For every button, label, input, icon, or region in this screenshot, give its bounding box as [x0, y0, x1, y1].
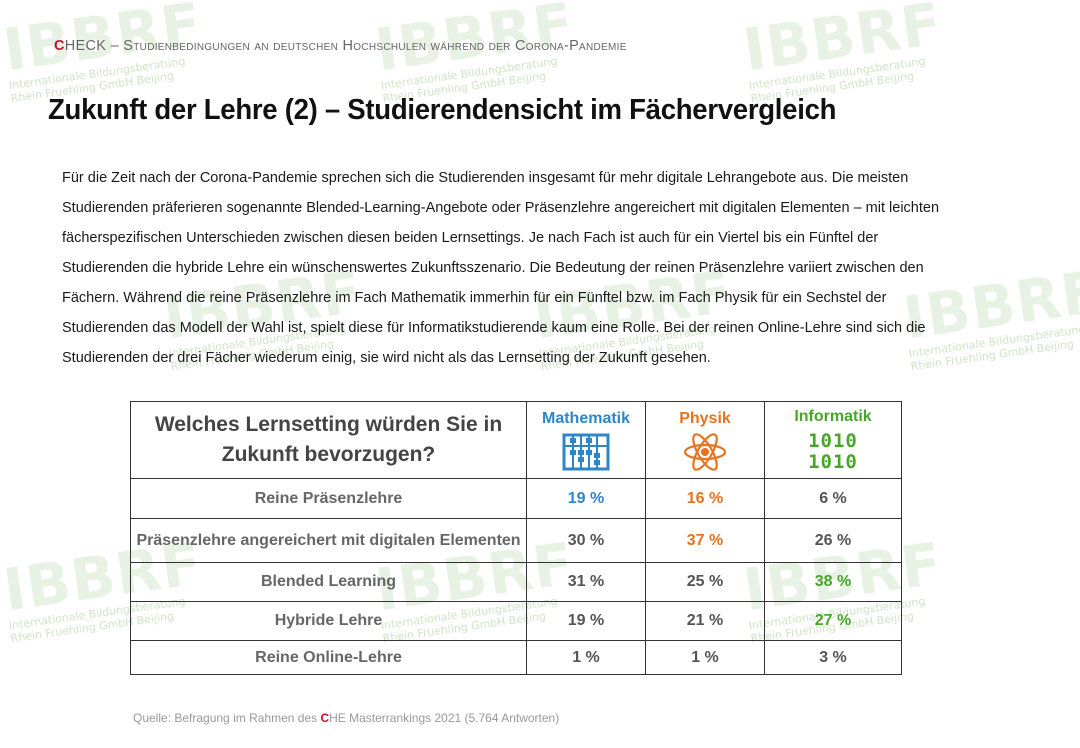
body-paragraph: Für die Zeit nach der Corona-Pandemie sp…: [62, 163, 1037, 373]
watermark-line1: Internationale Bildungsberatung: [380, 54, 559, 93]
page-title: Zukunft der Lehre (2) – Studierendensich…: [48, 94, 837, 126]
watermark: IBBRF Internationale Bildungsberatung Rh…: [739, 0, 949, 105]
body-line: Studierenden der drei Fächer wiederum ei…: [62, 350, 711, 366]
value-mathematik: 19 %: [526, 478, 646, 519]
subject-header-informatik: Informatik 1010 1010: [764, 401, 902, 479]
table-row: Reine Präsenzlehre 19 % 16 % 6 %: [130, 478, 902, 519]
row-label: Reine Präsenzlehre: [130, 478, 527, 519]
question-line: Welches Lernsetting würden Sie in: [154, 413, 503, 436]
header-subtitle: – Studienbedingungen an deutschen Hochsc…: [106, 38, 627, 54]
value-informatik: 27 %: [764, 601, 902, 641]
body-line: Studierenden die hybride Lehre ein wünsc…: [62, 260, 924, 276]
binary-line: 1010: [808, 430, 858, 452]
value-informatik: 6 %: [764, 478, 902, 519]
watermark-line1: Internationale Bildungsberatung: [8, 54, 187, 93]
value-physik: 1 %: [645, 640, 765, 675]
subject-header-physik: Physik: [645, 401, 765, 479]
row-label: Hybride Lehre: [130, 601, 527, 641]
subject-header-mathematik: Mathematik: [526, 401, 646, 479]
table-row: Blended Learning 31 % 25 % 38 %: [130, 562, 902, 602]
value-mathematik: 30 %: [526, 518, 646, 563]
binary-icon: 1010 1010: [765, 431, 901, 473]
value-physik: 25 %: [645, 562, 765, 602]
value-informatik: 38 %: [764, 562, 902, 602]
row-label: Blended Learning: [130, 562, 527, 602]
value-mathematik: 1 %: [526, 640, 646, 675]
value-physik: 16 %: [645, 478, 765, 519]
subject-label: Informatik: [794, 408, 872, 425]
binary-line: 1010: [808, 451, 858, 473]
table-header-row: Welches Lernsetting würden Sie in Zukunf…: [130, 401, 902, 479]
body-line: Fächern. Während die reine Präsenzlehre …: [62, 290, 887, 306]
source-prefix: Quelle: Befragung im Rahmen des: [133, 711, 321, 725]
header-brand-first: C: [54, 38, 65, 54]
row-label: Präsenzlehre angereichert mit digitalen …: [130, 518, 527, 563]
watermark-logo: IBBRF: [739, 0, 947, 85]
source-brand-c: C: [320, 711, 330, 725]
subject-label: Mathematik: [541, 410, 631, 427]
value-physik: 37 %: [645, 518, 765, 563]
source-suffix: HE Masterrankings 2021 (5.764 Antworten): [329, 711, 560, 725]
question-line: Zukunft bevorzugen?: [221, 443, 436, 466]
table-row: Präsenzlehre angereichert mit digitalen …: [130, 518, 902, 563]
atom-icon: [683, 433, 727, 471]
page-header: CHECK – Studienbedingungen an deutschen …: [54, 38, 627, 54]
value-informatik: 3 %: [764, 640, 902, 675]
body-line: Studierenden das Modell der Wahl ist, sp…: [62, 320, 926, 336]
body-line: Studierenden präferieren sogenannte Blen…: [62, 200, 940, 216]
watermark-line1: Internationale Bildungsberatung: [748, 54, 927, 93]
value-physik: 21 %: [645, 601, 765, 641]
value-informatik: 26 %: [764, 518, 902, 563]
subject-label: Physik: [679, 410, 731, 427]
abacus-icon: [562, 433, 610, 471]
question-cell: Welches Lernsetting würden Sie in Zukunf…: [130, 401, 527, 479]
row-label: Reine Online-Lehre: [130, 640, 527, 675]
table-row: Reine Online-Lehre 1 % 1 % 3 %: [130, 640, 902, 675]
body-line: fächerspezifischen Unterschieden zwische…: [62, 230, 879, 246]
value-mathematik: 19 %: [526, 601, 646, 641]
results-table: Welches Lernsetting würden Sie in Zukunf…: [130, 401, 902, 675]
value-mathematik: 31 %: [526, 562, 646, 602]
header-brand-rest: HECK: [64, 38, 107, 54]
table-row: Hybride Lehre 19 % 21 % 27 %: [130, 601, 902, 641]
body-line: Für die Zeit nach der Corona-Pandemie sp…: [62, 170, 909, 186]
source-note: Quelle: Befragung im Rahmen des CHE Mast…: [133, 711, 559, 725]
